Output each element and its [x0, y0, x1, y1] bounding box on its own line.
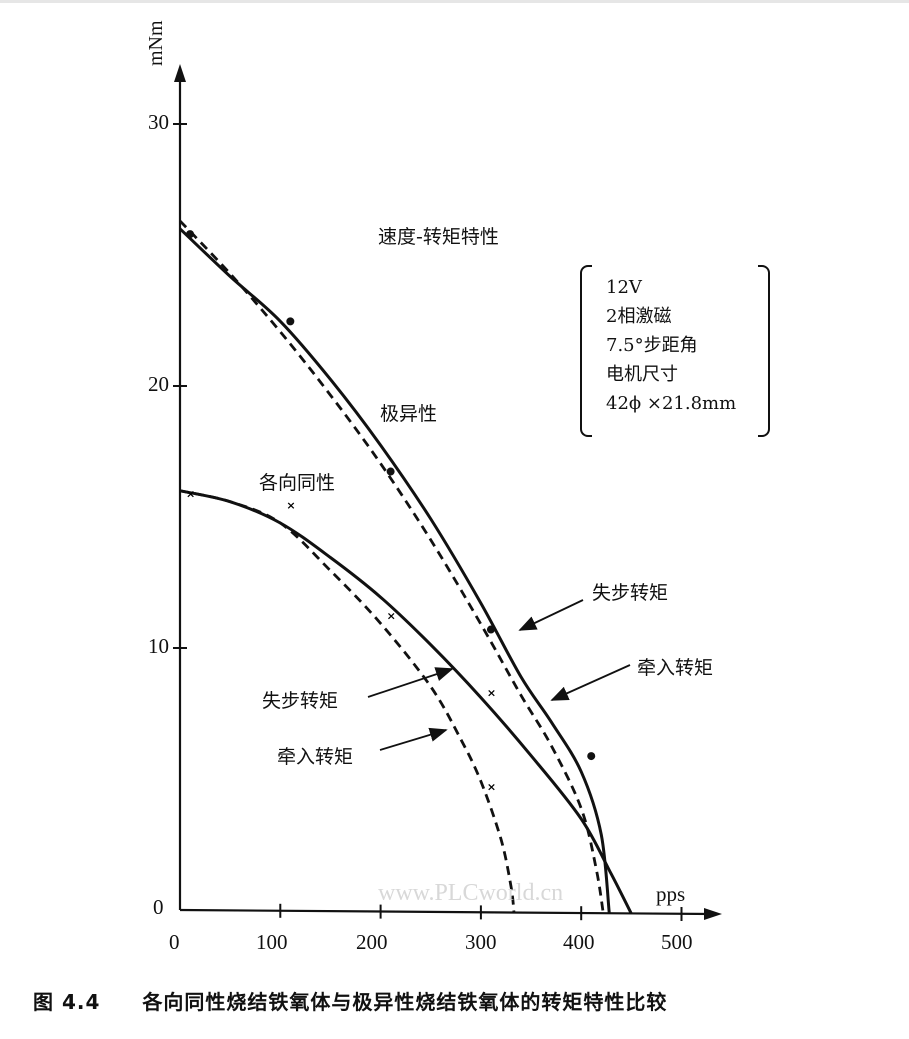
x-marker-icon: ×: [487, 781, 496, 794]
y-axis-label: mNm: [145, 20, 167, 66]
aniso-pullin-arrow-icon: [550, 664, 631, 701]
left-bracket: [580, 265, 592, 437]
annotation-arrows: [367, 599, 631, 751]
anisotropic-label: 极异性: [380, 403, 438, 425]
iso-pullout-arrow-icon: [367, 667, 454, 698]
tick-marks: [173, 123, 683, 921]
x-tick-500: 500: [661, 930, 693, 954]
axes: [174, 64, 722, 920]
motor-parameters: 12V 2相激磁 7.5°步距角 电机尺寸 42ϕ ×21.8mm: [580, 265, 770, 437]
dot-marker-icon: [186, 230, 195, 239]
curve-0: [178, 227, 611, 914]
dot-marker-icon: [486, 625, 495, 634]
param-step-angle: 7.5°步距角: [606, 335, 698, 356]
curve-1: [178, 219, 605, 914]
figure-caption: 图 4.4 各向同性烧结铁氧体与极异性烧结铁氧体的转矩特性比较: [33, 986, 667, 1015]
x-tick-300: 300: [465, 930, 497, 954]
dot-marker-icon: [286, 317, 295, 326]
y-tick-0: 0: [153, 895, 164, 919]
x-marker-icon: ×: [487, 686, 496, 699]
dot-marker-icon: [386, 467, 395, 476]
y-tick-20: 20: [148, 372, 169, 396]
chart-inner-title: 速度-转矩特性: [378, 226, 499, 248]
x-tick-0: 0: [169, 930, 180, 954]
iso-pullin-label: 牵入转矩: [277, 746, 354, 768]
x-marker-icon: ×: [186, 488, 195, 501]
x-axis-label: pps: [656, 882, 686, 906]
right-bracket: [758, 265, 770, 437]
x-axis: [179, 908, 713, 916]
x-marker-icon: ×: [286, 499, 295, 512]
param-excitation: 2相激磁: [606, 306, 672, 327]
x-tick-100: 100: [256, 930, 288, 954]
y-tick-30: 30: [148, 110, 169, 134]
y-axis-arrow-icon: [174, 64, 186, 82]
x-tick-400: 400: [563, 930, 595, 954]
x-tick-200: 200: [356, 930, 388, 954]
param-size-value: 42ϕ ×21.8mm: [606, 393, 737, 414]
watermark: www.PLCworld.cn: [378, 880, 564, 906]
caption-text: 各向同性烧结铁氧体与极异性烧结铁氧体的转矩特性比较: [142, 990, 668, 1014]
aniso-pullout-arrow-icon: [518, 599, 584, 631]
param-size-label: 电机尺寸: [606, 364, 678, 385]
iso-pullin-arrow-icon: [379, 727, 448, 751]
curve-2: [179, 489, 633, 915]
data-markers: × × × × ×: [186, 230, 596, 794]
isotropic-label: 各向同性: [259, 472, 336, 494]
caption-label: 图 4.4: [33, 990, 101, 1014]
param-voltage: 12V: [606, 277, 642, 298]
x-marker-icon: ×: [387, 610, 396, 623]
curves: [178, 219, 633, 915]
y-tick-10: 10: [148, 634, 169, 658]
aniso-pullin-label: 牵入转矩: [637, 657, 714, 679]
iso-pullout-label: 失步转矩: [262, 690, 339, 712]
curve-3: [179, 489, 516, 913]
aniso-pullout-label: 失步转矩: [592, 582, 669, 604]
x-axis-arrow-icon: [704, 908, 722, 920]
dot-marker-icon: [587, 752, 596, 761]
top-border: [0, 0, 909, 3]
